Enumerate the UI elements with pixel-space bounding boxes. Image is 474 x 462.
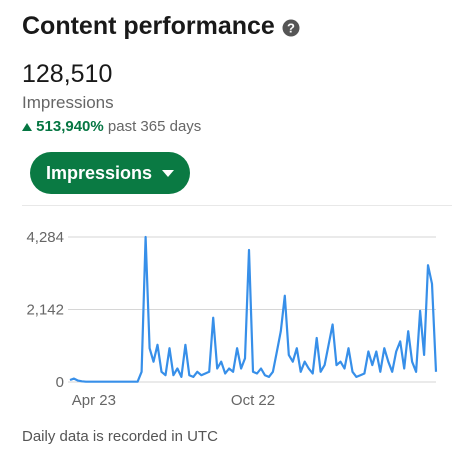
x-tick-label: Apr 23 [72, 392, 116, 409]
y-tick-label: 4,284 [26, 229, 64, 246]
up-arrow [22, 123, 32, 131]
caret [162, 169, 175, 177]
svg-text:?: ? [287, 21, 295, 36]
separator [22, 205, 452, 206]
change-percent: 513,940% [36, 118, 104, 135]
y-tick-label: 0 [56, 374, 64, 391]
footer-note: Daily data is recorded in UTC [22, 428, 218, 445]
title: Content performance [22, 12, 275, 40]
metric-label: Impressions [22, 93, 114, 112]
x-tick-label: Oct 22 [231, 392, 275, 409]
total-value: 128,510 [22, 60, 113, 88]
help-icon[interactable]: ? [282, 19, 300, 37]
period: past 365 days [107, 118, 202, 135]
metric-dropdown[interactable]: Impressions [30, 152, 190, 194]
change: 513,940% past 365 days [22, 118, 201, 135]
chart: 0 2,142 4,284 Apr 23 Oct 22 [26, 229, 438, 409]
y-tick-label: 2,142 [26, 302, 64, 319]
line [69, 235, 438, 383]
button-label: Impressions [45, 162, 153, 183]
